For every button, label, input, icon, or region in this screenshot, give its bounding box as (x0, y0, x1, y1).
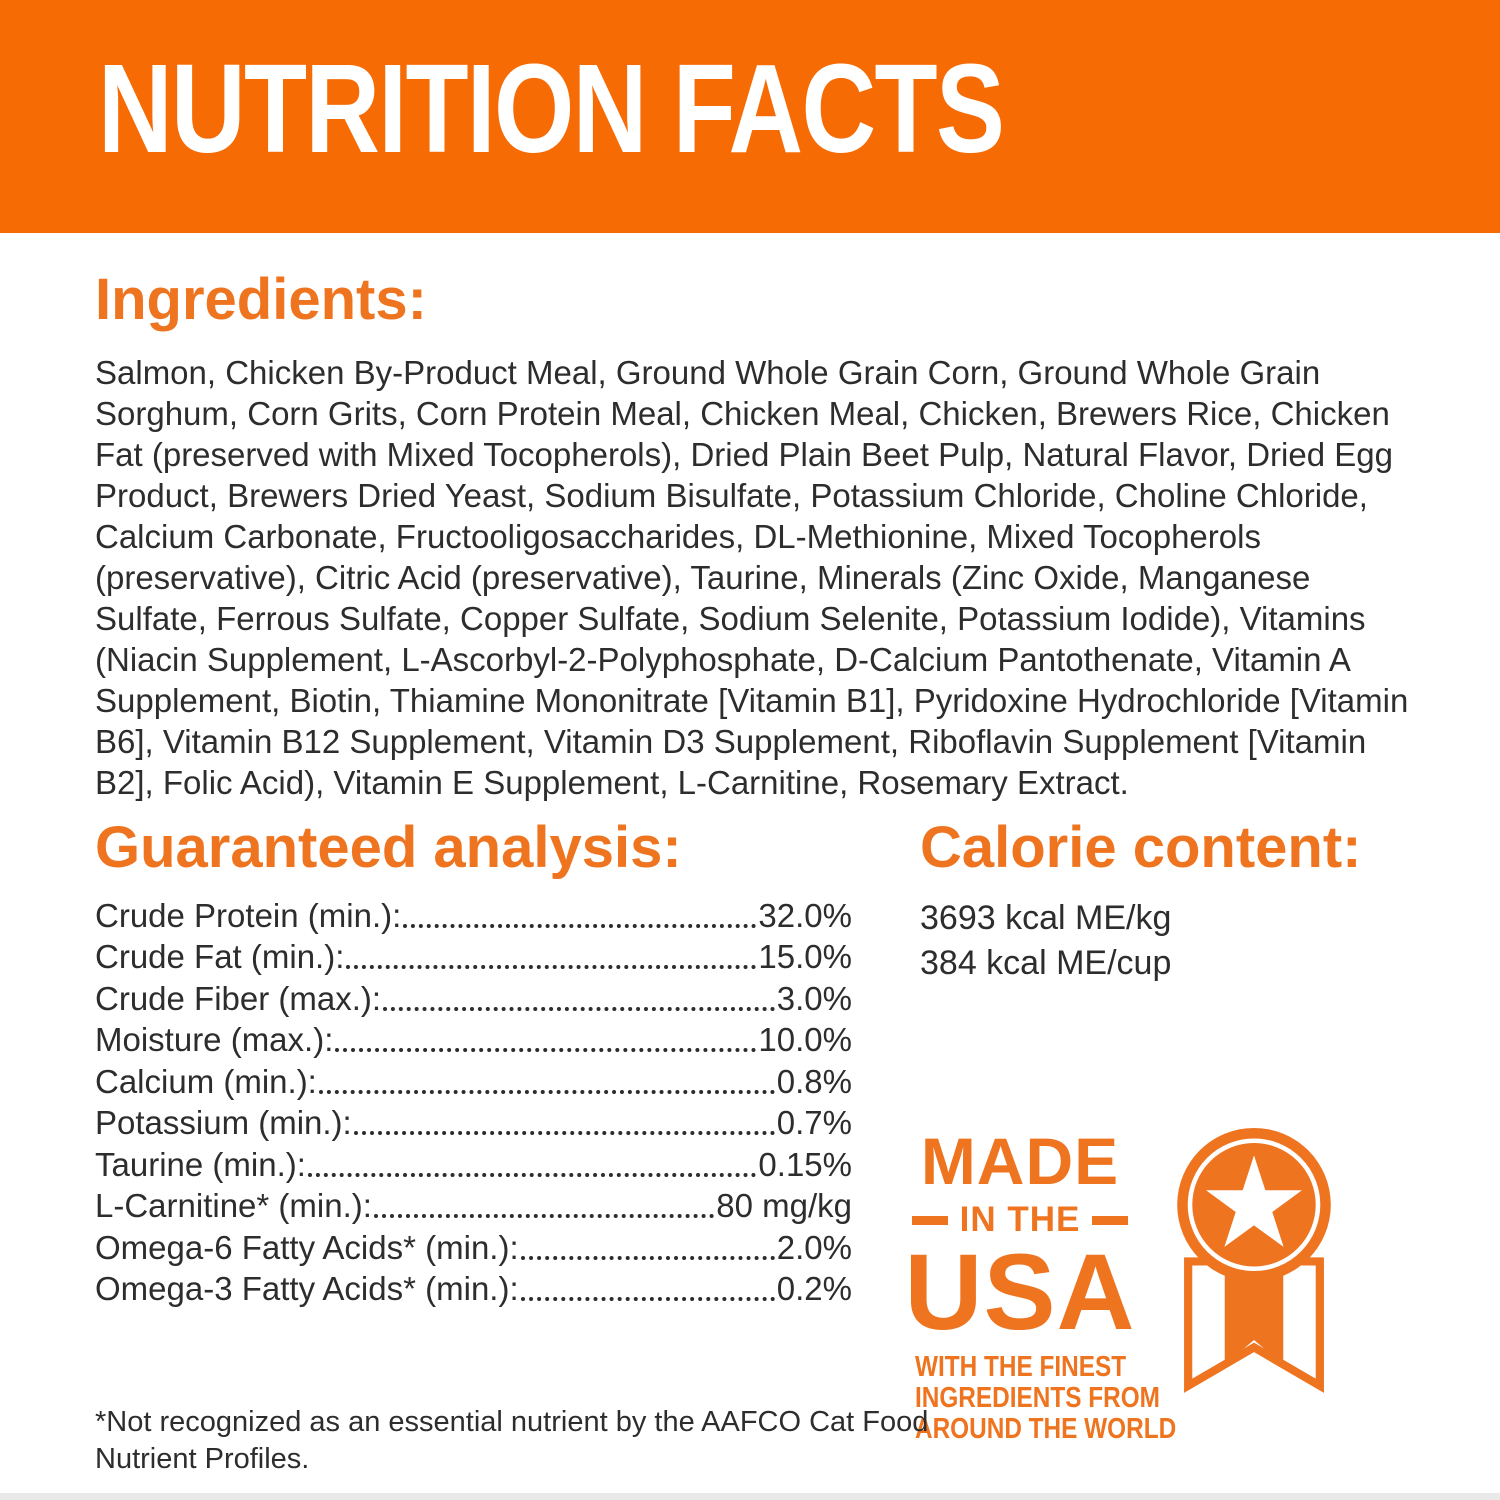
dash-left (911, 1215, 948, 1225)
analysis-value: 10.0% (758, 1021, 852, 1058)
page-title: NUTRITION FACTS (98, 38, 1005, 179)
tagline-line: WITH THE FINEST (915, 1351, 1127, 1383)
tagline-line: AROUND THE WORLD (915, 1413, 1177, 1445)
calorie-line: 384 kcal ME/cup (920, 944, 1172, 982)
calorie-content-values: 3693 kcal ME/kg 384 kcal ME/cup (920, 896, 1171, 986)
made-text: MADE (920, 1124, 1120, 1198)
analysis-label: Calcium (min.): (95, 1062, 317, 1100)
analysis-row: Taurine (min.): 0.15% (95, 1142, 852, 1184)
analysis-label: Crude Fat (min.): (95, 938, 345, 975)
dot-leader (335, 1048, 757, 1052)
analysis-value: 0.8% (776, 1062, 852, 1100)
analysis-value: 0.2% (776, 1270, 852, 1307)
dot-leader (373, 1214, 715, 1218)
analysis-value: 32.0% (758, 896, 852, 934)
ingredients-heading: Ingredients: (95, 267, 427, 332)
aafco-footnote: *Not recognized as an essential nutrient… (95, 1404, 928, 1478)
header-banner: NUTRITION FACTS (0, 0, 1500, 233)
dot-leader (520, 1255, 775, 1260)
footnote-line: *Not recognized as an essential nutrient… (95, 1406, 929, 1438)
analysis-value: 2.0% (776, 1228, 852, 1266)
analysis-row: Moisture (max.): 10.0% (95, 1018, 852, 1060)
in-the-row: IN THE (895, 1200, 1145, 1240)
bottom-edge-strip (0, 1493, 1500, 1500)
analysis-row: Crude Fat (min.): 15.0% (95, 935, 852, 977)
analysis-row: L-Carnitine* (min.): 80 mg/kg (95, 1184, 852, 1226)
analysis-label: Potassium (min.): (95, 1104, 352, 1141)
guaranteed-analysis-table: Crude Protein (min.): 32.0% Crude Fat (m… (95, 893, 852, 1308)
usa-tagline: WITH THE FINEST INGREDIENTS FROM AROUND TH… (895, 1351, 1177, 1445)
calorie-content-heading: Calorie content: (920, 815, 1362, 880)
dot-leader (307, 1172, 757, 1177)
tagline-line: INGREDIENTS FROM (915, 1382, 1160, 1414)
analysis-label: Crude Fiber (max.): (95, 979, 382, 1017)
analysis-value: 0.7% (776, 1104, 852, 1141)
ingredients-text: Salmon, Chicken By-Product Meal, Ground … (95, 354, 1409, 801)
award-ribbon-star-icon (1177, 1127, 1331, 1393)
dot-leader (353, 1131, 775, 1135)
analysis-label: Taurine (min.): (95, 1145, 306, 1183)
analysis-row: Crude Protein (min.): 32.0% (95, 893, 852, 935)
dot-leader (318, 1089, 775, 1094)
analysis-value: 0.15% (758, 1145, 852, 1183)
in-the-text: IN THE (959, 1200, 1081, 1239)
analysis-row: Omega-3 Fatty Acids* (min.): 0.2% (95, 1267, 852, 1309)
dash-right (1092, 1215, 1129, 1225)
dot-leader (403, 923, 757, 928)
analysis-label: Omega-3 Fatty Acids* (min.): (95, 1270, 519, 1307)
guaranteed-analysis-heading: Guaranteed analysis: (95, 815, 682, 880)
analysis-row: Crude Fiber (max.): 3.0% (95, 976, 852, 1018)
analysis-row: Potassium (min.): 0.7% (95, 1101, 852, 1143)
analysis-value: 80 mg/kg (716, 1187, 852, 1224)
analysis-value: 3.0% (776, 979, 852, 1017)
analysis-row: Omega-6 Fatty Acids* (min.): 2.0% (95, 1225, 852, 1267)
analysis-label: Omega-6 Fatty Acids* (min.): (95, 1228, 519, 1266)
footnote-line: Nutrient Profiles. (95, 1443, 310, 1475)
made-in-usa-block: MADE IN THE USA WITH THE FINEST INGREDIEN… (895, 1124, 1177, 1445)
analysis-label: Moisture (max.): (95, 1021, 334, 1058)
dot-leader (383, 1006, 775, 1011)
analysis-label: Crude Protein (min.): (95, 896, 402, 934)
analysis-value: 15.0% (758, 938, 852, 975)
usa-text: USA (904, 1231, 1136, 1352)
dot-leader (346, 965, 757, 969)
analysis-row: Calcium (min.): 0.8% (95, 1059, 852, 1101)
dot-leader (520, 1297, 775, 1301)
calorie-line: 3693 kcal ME/kg (920, 899, 1172, 937)
analysis-label: L-Carnitine* (min.): (95, 1187, 372, 1224)
